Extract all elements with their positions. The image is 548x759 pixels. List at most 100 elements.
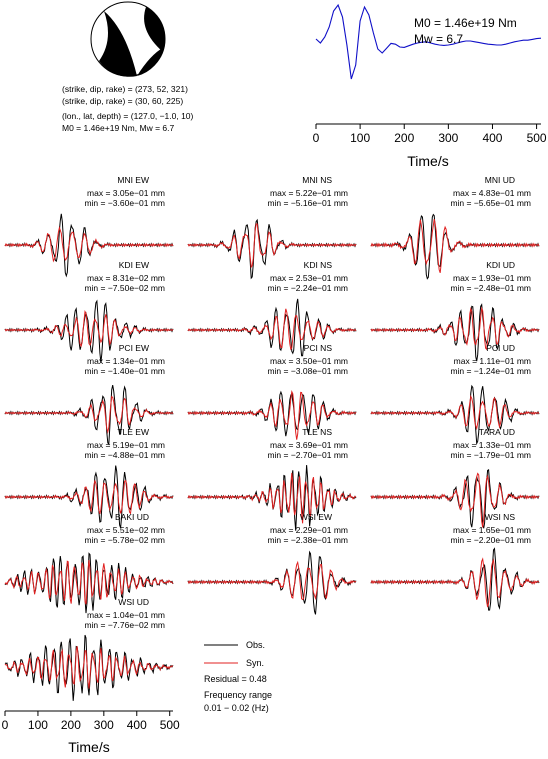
station-min-label: min = −2.24e−01 mm [267, 283, 348, 293]
station-min-label: min = −7.50e−02 mm [84, 283, 165, 293]
synthetic-waveform-line [187, 308, 357, 351]
x-tick-label: 400 [482, 131, 502, 145]
x-tick-label: 200 [61, 718, 81, 732]
x-tick-label: 100 [28, 718, 48, 732]
station-label: KDI NS [304, 260, 333, 270]
station-min-label: min = −7.76e−02 mm [84, 620, 165, 630]
station-max-label: max = 2.53e−01 mm [270, 273, 348, 283]
station-max-label: max = 2.29e−01 mm [270, 525, 348, 535]
station-min-label: min = −2.70e−01 mm [267, 450, 348, 460]
station-max-label: max = 1.04e−01 mm [87, 610, 165, 620]
station-label: WSI EW [300, 512, 332, 522]
station-min-label: min = −5.16e−01 mm [267, 198, 348, 208]
x-tick-label: 300 [94, 718, 114, 732]
stf-x-label: Time/s [407, 153, 448, 169]
station-label: TLE NS [302, 427, 332, 437]
synthetic-waveform-line [187, 223, 357, 269]
bottom-axis: 0 100 200 300 400 500 Time/s [2, 710, 180, 755]
legend-residual: Residual = 0.48 [204, 674, 267, 684]
x-tick-label: 500 [160, 718, 180, 732]
beach-ball-icon [90, 1, 166, 77]
station-max-label: max = 5.51e−02 mm [87, 525, 165, 535]
station-max-label: max = 1.33e−01 mm [453, 440, 531, 450]
station-max-label: max = 4.83e−01 mm [453, 188, 531, 198]
bottom-x-label: Time/s [68, 739, 109, 755]
station-max-label: max = 1.65e−01 mm [453, 525, 531, 535]
station-max-label: max = 5.19e−01 mm [87, 440, 165, 450]
stf-plot: M0 = 1.46e+19 Nm Mw = 6.7 0 100 200 300 400 5… [313, 3, 547, 169]
bottom-x-ticks: 0 100 200 300 400 500 [2, 711, 180, 732]
station-min-label: min = −5.65e−01 mm [450, 198, 531, 208]
synthetic-waveform-line [370, 557, 540, 608]
station-min-label: min = −2.48e−01 mm [450, 283, 531, 293]
station-label: MNI NS [302, 175, 332, 185]
station-min-label: min = −4.88e−01 mm [84, 450, 165, 460]
focal-line-3: (lon., lat, depth) = (127.0, −1.0, 10) [62, 111, 194, 121]
synthetic-waveform-line [4, 479, 174, 515]
station-max-label: max = 5.22e−01 mm [270, 188, 348, 198]
legend-frequency-value: 0.01 − 0.02 (Hz) [204, 703, 269, 713]
legend-obs-label: Obs. [246, 640, 265, 650]
station-label: MNI EW [117, 175, 149, 185]
station-max-label: max = 3.50e−01 mm [270, 356, 348, 366]
station-min-label: min = −1.79e−01 mm [450, 450, 531, 460]
synthetic-waveform-line [4, 560, 174, 605]
station-min-label: min = −3.60e−01 mm [84, 198, 165, 208]
station-label: PCI EW [119, 343, 149, 353]
focal-line-4: M0 = 1.46e+19 Nm, Mw = 6.7 [62, 123, 174, 133]
focal-parameters: (strike, dip, rake) = (273, 52, 321) (st… [62, 84, 194, 133]
station-min-label: min = −2.20e−01 mm [450, 535, 531, 545]
x-tick-label: 300 [438, 131, 458, 145]
legend-frequency-title: Frequency range [204, 690, 272, 700]
station-min-label: min = −3.08e−01 mm [267, 366, 348, 376]
synthetic-waveform-line [370, 306, 540, 351]
station-label: KDI EW [119, 260, 149, 270]
synthetic-waveform-line [370, 394, 540, 431]
station-max-label: max = 3.05e−01 mm [87, 188, 165, 198]
stf-x-ticks: 0 100 200 300 400 500 [313, 124, 547, 145]
x-tick-label: 400 [127, 718, 147, 732]
station-label: PCI UD [486, 343, 515, 353]
station-label: WSI NS [485, 512, 516, 522]
x-tick-label: 100 [350, 131, 370, 145]
station-label: KDI UD [486, 260, 515, 270]
station-label: PCI NS [304, 343, 333, 353]
observed-waveform-line [4, 299, 174, 363]
focal-line-1: (strike, dip, rake) = (273, 52, 321) [62, 84, 188, 94]
station-label: BAKI UD [115, 512, 149, 522]
station-label: TLE EW [117, 427, 149, 437]
station-label: TARA UD [479, 427, 515, 437]
station-min-label: min = −5.78e−02 mm [84, 535, 165, 545]
x-tick-label: 0 [313, 131, 320, 145]
stf-magnitude-label: Mw = 6.7 [414, 32, 463, 46]
legend: Obs. Syn. Residual = 0.48 Frequency rang… [204, 640, 272, 713]
legend-syn-label: Syn. [246, 658, 264, 668]
synthetic-waveform-line [4, 225, 174, 263]
station-label: MNI UD [485, 175, 515, 185]
x-tick-label: 0 [2, 718, 9, 732]
synthetic-waveform-line [370, 472, 540, 528]
station-min-label: min = −2.38e−01 mm [267, 535, 348, 545]
focal-line-2: (strike, dip, rake) = (30, 60, 225) [62, 96, 183, 106]
station-label: WSI UD [118, 597, 149, 607]
observed-waveform-line [370, 547, 540, 611]
synthetic-waveform-line [187, 389, 357, 440]
station-max-label: max = 3.69e−01 mm [270, 440, 348, 450]
synthetic-waveform-line [187, 560, 357, 601]
station-min-label: min = −1.40e−01 mm [84, 366, 165, 376]
